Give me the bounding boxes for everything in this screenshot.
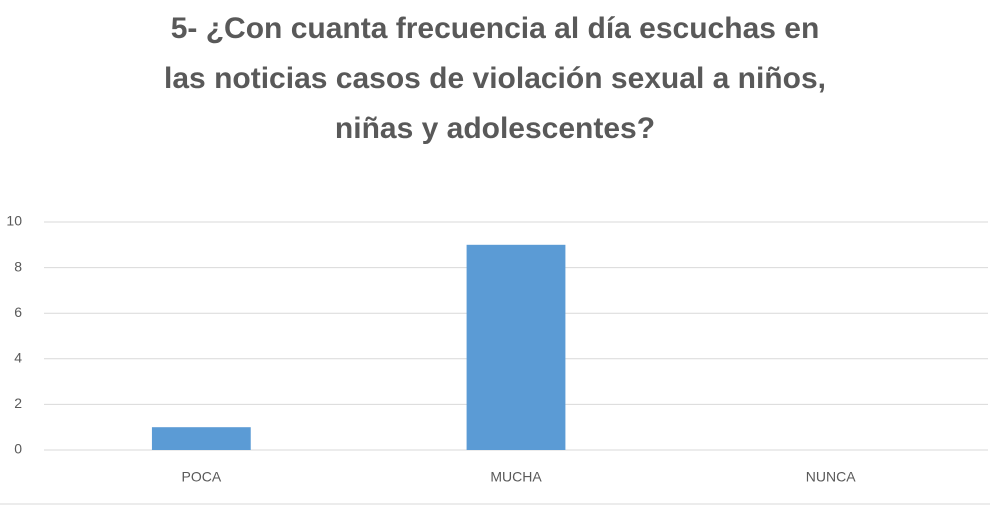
x-tick-label: NUNCA [806,469,856,485]
y-tick-label: 0 [14,441,22,457]
y-tick-label: 2 [14,395,22,411]
bar [466,244,566,450]
y-tick-label: 6 [14,304,22,320]
y-tick-label: 4 [14,350,22,366]
y-tick-label: 10 [6,213,22,229]
x-tick-label: POCA [181,469,221,485]
chart-title: 5- ¿Con cuanta frecuencia al día escucha… [164,12,826,145]
y-tick-label: 8 [14,258,22,274]
x-tick-label: MUCHA [490,469,542,485]
bar [151,427,251,450]
